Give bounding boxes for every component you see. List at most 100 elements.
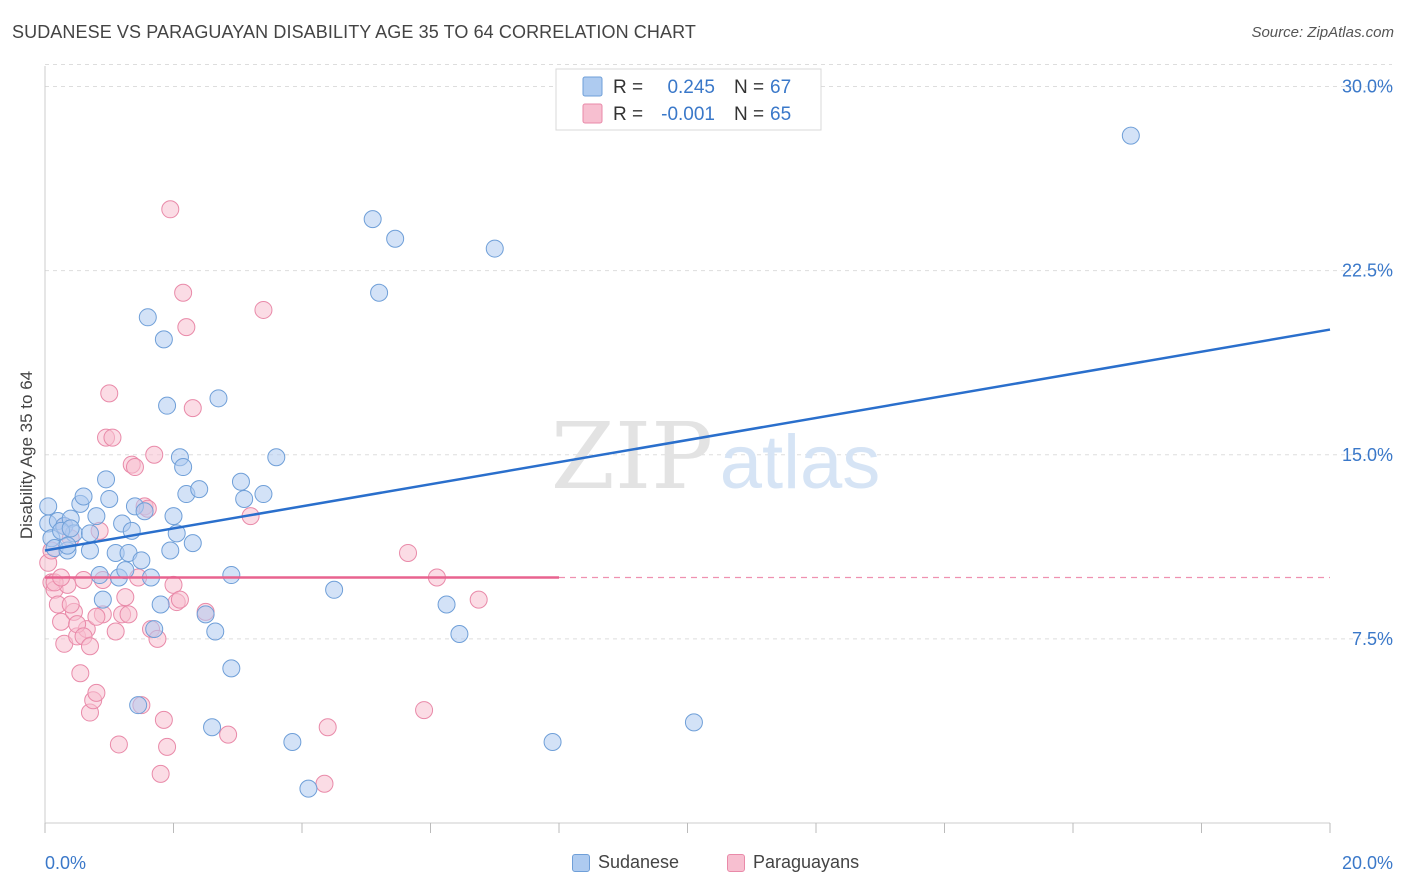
paraguayans-point bbox=[174, 283, 193, 302]
sudanese-point bbox=[135, 502, 154, 521]
sudanese-point bbox=[370, 283, 389, 302]
paraguayans-point bbox=[116, 588, 135, 607]
sudanese-point bbox=[87, 507, 106, 526]
paraguayans-point bbox=[170, 590, 189, 609]
legend-label-sudanese: Sudanese bbox=[598, 852, 680, 872]
paraguayans-point bbox=[74, 570, 93, 589]
paraguayans-point bbox=[161, 200, 180, 219]
gridlines bbox=[45, 63, 1392, 640]
paraguayans-swatch bbox=[727, 853, 745, 872]
paraguayans-point bbox=[80, 637, 99, 656]
sudanese-point bbox=[437, 595, 456, 614]
y-tick-label: 30.0% bbox=[1342, 77, 1393, 97]
paraguayans-point bbox=[87, 683, 106, 702]
paraguayans-point bbox=[219, 725, 238, 744]
paraguayans-point bbox=[415, 701, 434, 720]
paraguayans-point bbox=[151, 764, 170, 783]
sudanese-point bbox=[450, 624, 469, 643]
paraguayans-point bbox=[100, 384, 119, 403]
sudanese-point bbox=[116, 561, 135, 580]
sudanese-point bbox=[283, 732, 302, 751]
sudanese-point bbox=[161, 541, 180, 560]
sudanese-point bbox=[80, 524, 99, 543]
legend-n-value: 67 bbox=[770, 77, 791, 98]
x-tick-label: 20.0% bbox=[1342, 853, 1393, 873]
legend-n-label: N = bbox=[734, 104, 764, 125]
sudanese-point bbox=[97, 470, 116, 489]
sudanese-point bbox=[386, 229, 405, 248]
legend-n-value: 65 bbox=[770, 104, 791, 125]
sudanese-point bbox=[100, 489, 119, 508]
paraguayans-point bbox=[106, 622, 125, 641]
sudanese-point bbox=[145, 620, 164, 639]
sudanese-point bbox=[174, 458, 193, 477]
watermark-atlas: atlas bbox=[720, 420, 881, 505]
sudanese-point bbox=[231, 472, 250, 491]
y-tick-label: 7.5% bbox=[1352, 629, 1393, 649]
x-tick-label: 0.0% bbox=[45, 853, 86, 873]
sudanese-point bbox=[325, 580, 344, 599]
legend-label-paraguayans: Paraguayans bbox=[753, 852, 860, 872]
legend-top: R = 0.245 N = 67 R = -0.001 N = 65 bbox=[555, 68, 822, 131]
sudanese-point bbox=[254, 485, 273, 504]
sudanese-point bbox=[209, 389, 228, 408]
watermark-zip: ZIP bbox=[551, 403, 713, 510]
paraguayans-point bbox=[103, 428, 122, 447]
sudanese-point bbox=[151, 595, 170, 614]
legend-swatch-paraguayans bbox=[582, 103, 603, 124]
sudanese-point bbox=[74, 487, 93, 506]
sudanese-point bbox=[39, 497, 58, 516]
sudanese-point bbox=[543, 732, 562, 751]
sudanese-swatch bbox=[572, 853, 590, 872]
paraguayans-point bbox=[469, 590, 488, 609]
sudanese-point bbox=[93, 590, 112, 609]
legend-r-value: -0.001 bbox=[661, 104, 715, 125]
chart-title: SUDANESE VS PARAGUAYAN DISABILITY AGE 35… bbox=[12, 22, 696, 42]
paraguayans-point bbox=[158, 737, 177, 756]
sudanese-point bbox=[206, 622, 225, 641]
paraguayans-point bbox=[154, 710, 173, 729]
paraguayans-point bbox=[177, 318, 196, 337]
axes bbox=[44, 66, 1331, 833]
trend-lines bbox=[44, 328, 1331, 579]
sudanese-point bbox=[299, 779, 318, 798]
sudanese-point bbox=[485, 239, 504, 258]
paraguayans-point bbox=[183, 399, 202, 418]
sudanese-point bbox=[222, 659, 241, 678]
legend-r-label: R = bbox=[613, 77, 643, 98]
sudanese-point bbox=[235, 489, 254, 508]
paraguayans-point bbox=[125, 458, 144, 477]
paraguayans-point bbox=[315, 774, 334, 793]
paraguayans-point bbox=[119, 605, 138, 624]
legend-swatch-sudanese bbox=[582, 76, 603, 97]
legend-item-paraguayans[interactable]: Paraguayans bbox=[727, 852, 859, 873]
sudanese-point bbox=[158, 396, 177, 415]
sudanese-point bbox=[203, 718, 222, 737]
sudanese-point bbox=[183, 534, 202, 553]
sudanese-point bbox=[190, 480, 209, 499]
legend-r-value: 0.245 bbox=[667, 77, 715, 98]
paraguayans-point bbox=[87, 607, 106, 626]
sudanese-point bbox=[61, 519, 80, 538]
sudanese-point bbox=[132, 551, 151, 570]
sudanese-point bbox=[1121, 126, 1140, 145]
paraguayans-point bbox=[71, 664, 90, 683]
sudanese-point bbox=[196, 605, 215, 624]
sudanese-point bbox=[154, 330, 173, 349]
legend-item-sudanese[interactable]: Sudanese bbox=[572, 852, 679, 873]
sudanese-point bbox=[164, 507, 183, 526]
y-tick-label: 15.0% bbox=[1342, 445, 1393, 465]
sudanese-point bbox=[129, 696, 148, 715]
sudanese-trend-line bbox=[44, 328, 1331, 552]
paraguayans-point bbox=[109, 735, 128, 754]
legend-n-label: N = bbox=[734, 77, 764, 98]
sudanese-point bbox=[267, 448, 286, 467]
watermark: ZIP atlas bbox=[551, 403, 880, 510]
sudanese-point bbox=[138, 308, 157, 327]
sudanese-point bbox=[363, 210, 382, 229]
sudanese-point bbox=[90, 566, 109, 585]
sudanese-point bbox=[222, 566, 241, 585]
y-axis-label: Disability Age 35 to 64 bbox=[17, 371, 36, 539]
paraguayans-point bbox=[145, 445, 164, 464]
